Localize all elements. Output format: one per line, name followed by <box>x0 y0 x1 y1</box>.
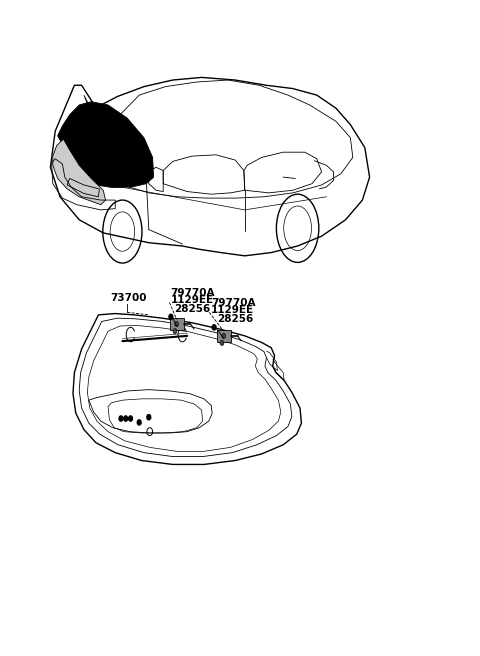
Circle shape <box>175 321 179 327</box>
Polygon shape <box>53 139 106 205</box>
FancyBboxPatch shape <box>217 330 230 342</box>
Circle shape <box>212 325 216 330</box>
Circle shape <box>222 333 226 338</box>
Circle shape <box>173 329 177 334</box>
Circle shape <box>147 415 151 420</box>
Text: 1129EE: 1129EE <box>211 305 254 315</box>
Circle shape <box>129 416 132 421</box>
Polygon shape <box>58 102 154 188</box>
Circle shape <box>119 416 123 421</box>
Text: 28256: 28256 <box>174 304 210 314</box>
Text: 79770A: 79770A <box>170 289 215 298</box>
Text: 28256: 28256 <box>217 314 253 324</box>
Circle shape <box>220 340 224 346</box>
Circle shape <box>169 314 173 319</box>
FancyBboxPatch shape <box>170 318 183 330</box>
Circle shape <box>137 420 141 425</box>
Text: 79770A: 79770A <box>211 298 256 308</box>
Circle shape <box>124 416 128 421</box>
Text: 73700: 73700 <box>110 293 147 303</box>
Text: 1129EE: 1129EE <box>170 295 214 305</box>
